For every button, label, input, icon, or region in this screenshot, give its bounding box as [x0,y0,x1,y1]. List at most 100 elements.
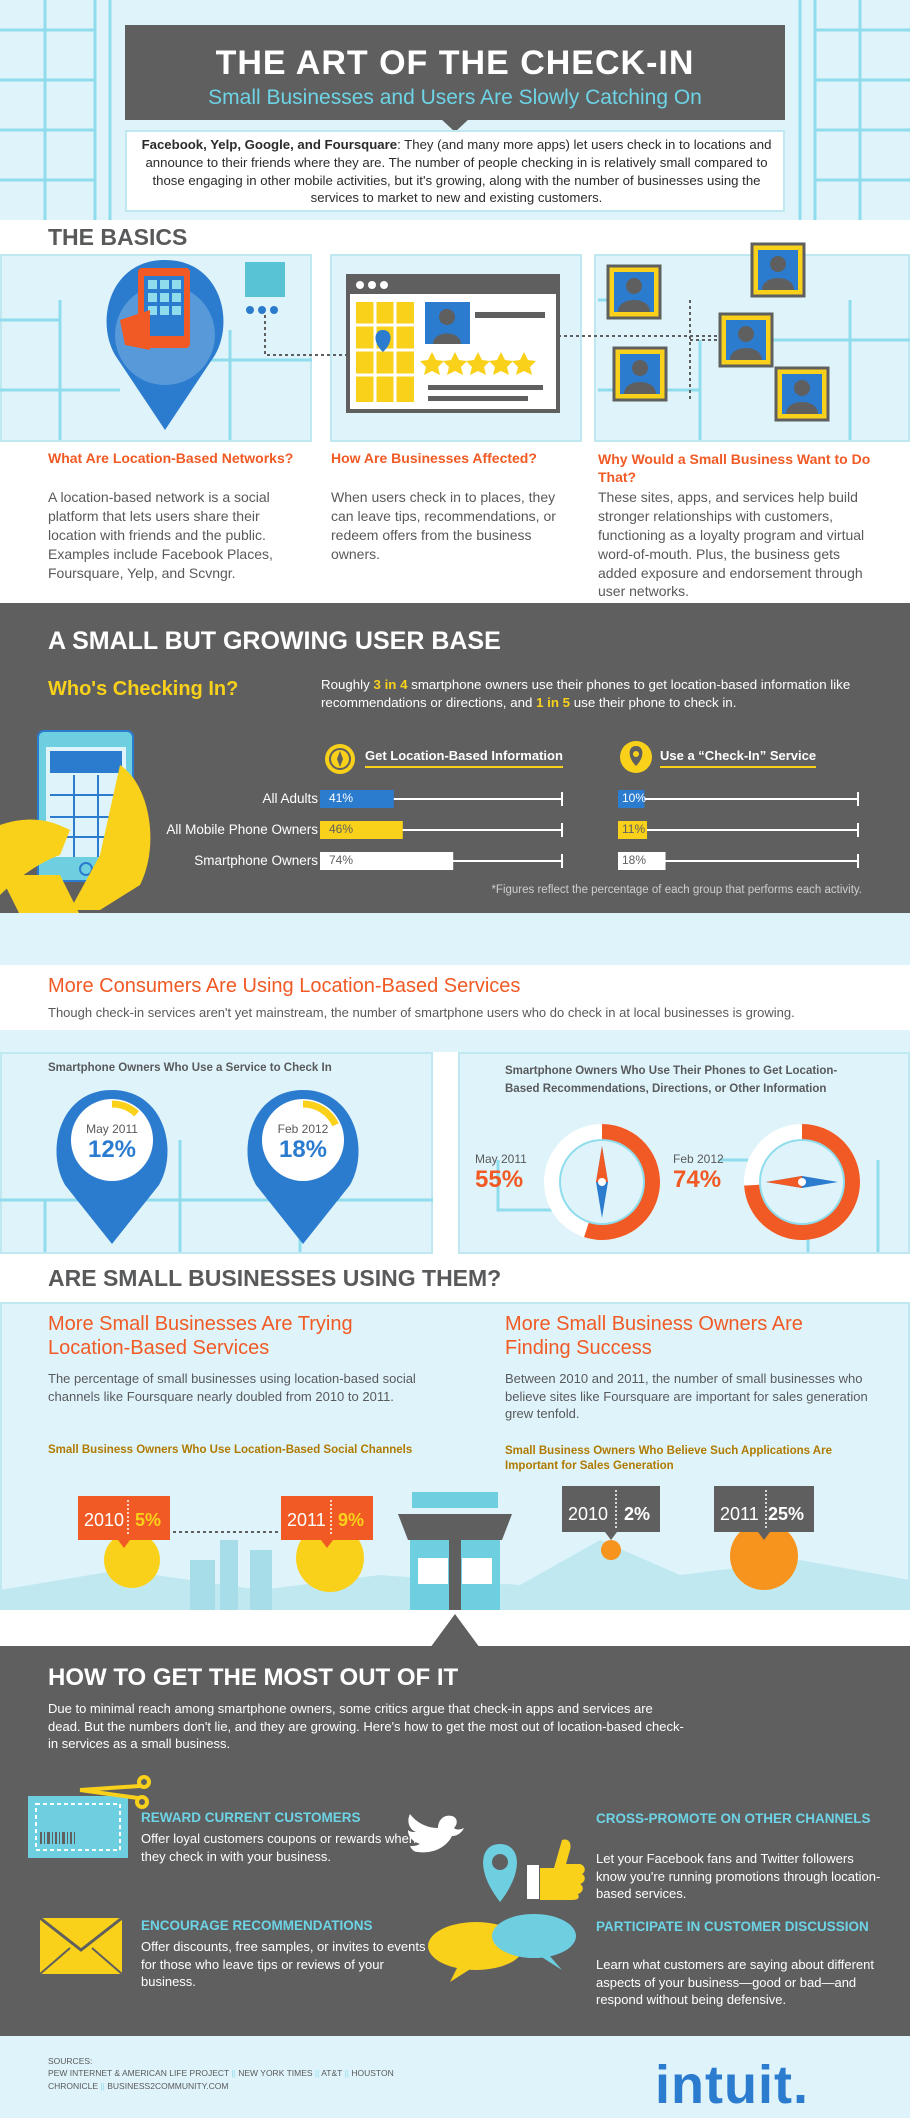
basics-title-1: What Are Location-Based Networks? [48,450,294,466]
tip-body: Let your Facebook fans and Twitter follo… [596,1851,881,1902]
smallbiz-heading: ARE SMALL BUSINESSES USING THEM? [48,1265,502,1291]
compass-feb-2012 [744,1124,860,1240]
smallbiz-right-chart-title: Small Business Owners Who Believe Such A… [505,1445,832,1472]
basics-illustration [0,242,910,440]
basics-body-3: These sites, apps, and services help bui… [598,489,865,600]
bar-value: 10% [622,791,647,805]
page-title: THE ART OF THE CHECK-IN [215,44,695,82]
bar-check-in [618,790,645,808]
user-icons [606,242,830,422]
envelope-icon [39,1916,123,1975]
consumers-heading: More Consumers Are Using Location-Based … [48,975,521,997]
info-icon [325,744,355,774]
sb-year: 2011 [287,1510,326,1530]
map-pin-icon [483,1844,517,1902]
sb-value: 2% [624,1504,651,1524]
basics-body-1: A location-based network is a social pla… [48,489,273,581]
tip-title: CROSS-PROMOTE ON OTHER CHANNELS [596,1811,871,1826]
smallbiz-illustration [0,1486,910,1610]
smallbiz-left-chart-title: Small Business Owners Who Use Location-B… [48,1444,413,1456]
checkin-value: 12% [87,1136,137,1163]
userbase-sub: Who's Checking In? [48,678,239,700]
header-section: THE ART OF THE CHECK-IN Small Businesses… [0,0,910,220]
col2-title: Use a “Check-In” Service [660,748,817,768]
bar-get-info [320,852,454,870]
sb-value: 9% [338,1510,365,1530]
howto-icons [28,1775,585,1982]
sources-label: SOURCES: [48,2056,93,2066]
userbase-desc: Roughly 3 in 4 smartphone owners use the… [321,676,881,712]
bar-value: 11% [622,822,646,836]
source-item: BUSINESS2COMMUNITY.COM [107,2080,229,2091]
checkin-pins [0,1090,433,1252]
checkin-date: May 2011 [86,1122,138,1136]
row-label: Smartphone Owners [194,853,318,868]
userbase-highlight-2: 1 in 5 [536,694,571,710]
scissors-icon [79,1775,151,1809]
basics-body-2: When users check in to places, they can … [331,489,556,562]
intro-box [125,130,785,212]
footnote: *Figures reflect the percentage of each … [491,884,862,896]
tip-body: Offer loyal customers coupons or rewards… [141,1831,417,1864]
recommend-date: Feb 2012 [673,1152,724,1166]
intuit-logo[interactable]: intuit. [655,2055,809,2115]
recommend-compasses [496,1124,880,1252]
sources-list: PEW INTERNET & AMERICAN LIFE PROJECT || … [48,2068,394,2091]
bar-check-in [618,821,648,839]
userbase-desc-3: use their phone to check in. [570,694,737,710]
row-label: All Adults [262,791,318,806]
bar-value: 46% [329,822,354,836]
footer [0,2036,910,2118]
tip-title: PARTICIPATE IN CUSTOMER DISCUSSION [596,1919,869,1934]
col1-title: Get Location-Based Information [365,748,563,768]
userbase-highlight-1: 3 in 4 [373,677,408,692]
intro-text: Facebook, Yelp, Google, and Foursquare: … [134,136,779,207]
consumers-band [0,913,910,965]
source-item: PEW INTERNET & AMERICAN LIFE PROJECT [48,2068,230,2078]
source-item: AT&T [321,2068,343,2078]
checkin-value: 18% [278,1136,328,1163]
map-background [0,0,910,220]
source-item: NEW YORK TIMES [238,2068,313,2078]
title-banner [125,25,785,120]
phone-in-hand-illustration [0,730,151,915]
thumbs-up-icon [525,1839,585,1901]
intro-bold: Facebook, Yelp, Google, and Foursquare [141,137,398,152]
tip-body: Offer discounts, free samples, or invite… [141,1939,426,1990]
bar-check-in [618,852,666,870]
sb-year: 2010 [568,1504,609,1524]
smallbiz-right-body: Between 2010 and 2011, the number of sma… [505,1371,868,1422]
userbase-desc-2: smartphone owners use their phones to ge… [321,677,851,710]
row-label: All Mobile Phone Owners [166,822,318,837]
source-item: HOUSTON CHRONICLE [48,2068,394,2091]
howto-intro: Due to minimal reach among smartphone ow… [48,1701,684,1752]
bar-get-info [320,790,394,808]
tip-title: ENCOURAGE RECOMMENDATIONS [141,1918,373,1933]
tip-title: REWARD CURRENT CUSTOMERS [141,1810,361,1825]
smallbiz-left-body: The percentage of small businesses using… [48,1371,416,1404]
howto-section [0,1646,910,2036]
compass-may-2011 [544,1124,660,1240]
sb-value: 5% [135,1510,162,1530]
recommend-value: 55% [475,1166,524,1193]
userbase-heading: A SMALL BUT GROWING USER BASE [48,627,501,655]
bar-value: 41% [329,791,354,805]
page-subtitle: Small Businesses and Users Are Slowly Ca… [208,86,702,109]
chat-bubbles-icon [428,1914,576,1982]
smallbiz-right-title: More Small Business Owners Are Finding S… [505,1313,803,1359]
consumers-desc: Though check-in services aren't yet main… [48,1005,795,1020]
tip-body: Learn what customers are saying about di… [596,1957,874,2008]
sb-value: 25% [768,1504,805,1524]
basics-heading: THE BASICS [48,224,188,250]
bar-get-info [320,821,403,839]
basics-title-3: Why Would a Small Business Want to Do Th… [598,451,871,486]
intro-body: : They (and many more apps) let users ch… [145,137,772,206]
consumers-band-2 [0,1030,910,1052]
pin-feb-2012 [247,1090,359,1244]
bar-value: 74% [329,853,354,867]
checkin-chart-title: Smartphone Owners Who Use a Service to C… [48,1062,332,1074]
recommend-chart-title: Smartphone Owners Who Use Their Phones t… [505,1065,838,1096]
howto-pointer [430,1614,480,1648]
recommend-date: May 2011 [475,1152,527,1166]
bar-value: 18% [622,853,647,867]
